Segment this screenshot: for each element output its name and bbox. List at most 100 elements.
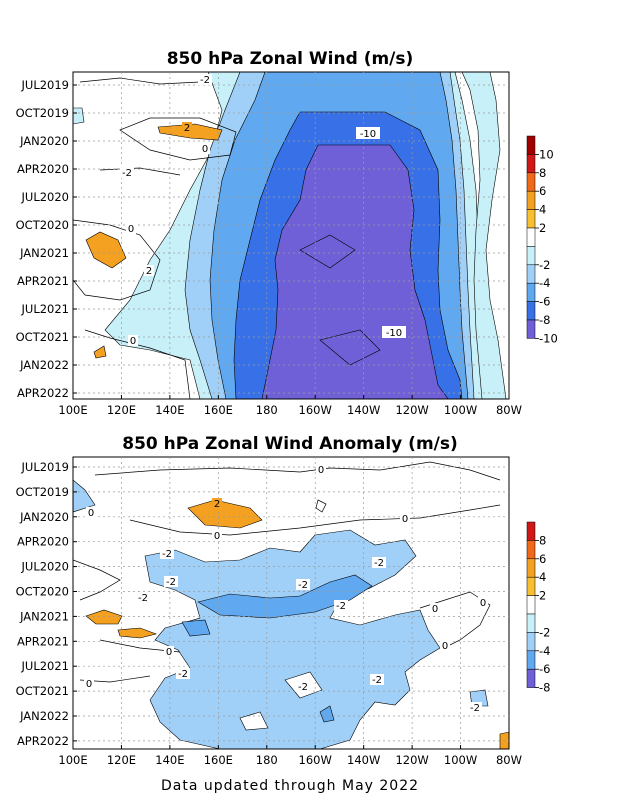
x-tick-label: 140W <box>347 753 380 767</box>
contour-label: -10 <box>386 328 402 339</box>
x-tick-label: 140W <box>347 403 380 417</box>
colorbar-swatch <box>526 209 536 229</box>
x-tick-label: 120E <box>107 753 136 767</box>
y-tick-label: JUL2021 <box>21 659 69 673</box>
contour-label: 0 <box>480 598 486 609</box>
contour-label: 0 <box>202 144 208 155</box>
contour-label: 0 <box>402 514 408 525</box>
colorbar-swatch <box>526 246 536 266</box>
y-tick-label: APR2020 <box>17 162 69 176</box>
y-tick-label: APR2022 <box>17 386 69 400</box>
y-tick-label: JUL2021 <box>21 302 69 316</box>
x-tick-label: 80W <box>496 753 522 767</box>
chart-title-1: 850 hPa Zonal Wind (m/s) <box>167 49 414 69</box>
x-tick-label: 80W <box>496 403 522 417</box>
y-tick-label: OCT2019 <box>16 485 69 499</box>
colorbar-label: -10 <box>539 331 558 345</box>
y-axis-2: JUL2019 OCT2019 JAN2020 APR2020 JUL2020 OCT20… <box>16 460 77 748</box>
y-tick-label: JAN2022 <box>19 358 69 372</box>
colorbar-swatch <box>526 521 536 541</box>
colorbar-label: -8 <box>539 313 550 327</box>
x-axis-2: 100E 120E 140E 160E 180 160W 140W 120W 100W 80W <box>58 745 522 767</box>
contour-label: -2 <box>178 669 188 680</box>
colorbar-swatch <box>526 190 536 210</box>
contour-label: -2 <box>372 675 382 686</box>
y-axis-1: JUL2019 OCT2019 JAN2020 APR2020 JUL2020 OCT20… <box>16 78 77 400</box>
colorbar-label: -6 <box>539 662 550 676</box>
y-tick-label: OCT2021 <box>16 684 69 698</box>
x-tick-label: 160W <box>299 753 332 767</box>
contour-label: -2 <box>122 168 132 179</box>
contour-label: 0 <box>128 224 134 235</box>
contour-label: 0 <box>318 465 324 476</box>
colorbar-2: 8 6 4 2 -2 -4 -6 -8 <box>526 521 550 695</box>
contour-label: -2 <box>162 549 172 560</box>
colorbar-label: 6 <box>539 552 546 566</box>
colorbar-label: 4 <box>539 570 546 584</box>
x-tick-label: 100E <box>58 403 87 417</box>
contour-label: 0 <box>214 531 220 542</box>
y-tick-label: JUL2019 <box>21 460 69 474</box>
colorbar-label: -2 <box>539 258 550 272</box>
colorbar-label: -4 <box>539 276 550 290</box>
colorbar-swatch <box>526 172 536 192</box>
contour-label: 0 <box>130 336 136 347</box>
contour-label: 0 <box>86 679 92 690</box>
contour-label: 2 <box>184 123 190 134</box>
colorbar-label: 8 <box>539 533 546 547</box>
colorbar-swatch <box>526 282 536 302</box>
colorbar-label: 10 <box>539 147 554 161</box>
y-tick-label: OCT2020 <box>16 218 69 232</box>
y-tick-label: OCT2021 <box>16 330 69 344</box>
colorbar-swatch <box>526 650 536 670</box>
colorbar-swatch <box>526 613 536 633</box>
x-tick-label: 120W <box>395 753 428 767</box>
colorbar-swatch <box>526 668 536 688</box>
x-tick-label: 120E <box>107 403 136 417</box>
y-tick-label: APR2021 <box>17 274 69 288</box>
contour-label: -2 <box>138 593 148 604</box>
colorbar-swatch <box>526 227 536 247</box>
x-tick-label: 180 <box>256 753 278 767</box>
x-tick-label: 120W <box>395 403 428 417</box>
colorbar-swatch <box>526 595 536 615</box>
x-tick-label: 160E <box>204 753 233 767</box>
colorbar-swatch <box>526 558 536 578</box>
contour-label: -2 <box>200 75 210 86</box>
contour-label: -2 <box>166 577 176 588</box>
colorbar-label: 2 <box>539 221 546 235</box>
colorbar-swatch <box>526 264 536 284</box>
footer-note: Data updated through May 2022 <box>161 778 419 794</box>
colorbar-1: 10 8 6 4 2 -2 -4 -6 -8 -10 <box>526 135 558 345</box>
y-tick-label: JAN2021 <box>19 246 69 260</box>
grid-2 <box>73 457 509 749</box>
contour-label: 2 <box>146 266 152 277</box>
x-tick-label: 100W <box>444 403 477 417</box>
contour-label: 0 <box>166 647 172 658</box>
colorbar-label: 2 <box>539 589 546 603</box>
y-tick-label: JAN2020 <box>19 134 69 148</box>
y-tick-label: JUL2019 <box>21 78 69 92</box>
contour-labels-2: 0 2 0 0 0 -2 -2 -2 -2 -2 0 0 0 -2 -2 -2 … <box>84 464 488 714</box>
colorbar-swatch <box>526 540 536 560</box>
contour-labels-1: -2 2 0 -10 -2 0 2 0 -10 <box>120 74 406 347</box>
contour-label: -2 <box>336 601 346 612</box>
contour-label: -10 <box>360 129 376 140</box>
x-tick-label: 140E <box>155 403 184 417</box>
colorbar-swatch <box>526 632 536 652</box>
colorbar-swatch <box>526 154 536 174</box>
x-tick-label: 100W <box>444 753 477 767</box>
x-axis-1: 100E 120E 140E 160E 180 160W 140W 120W 100W 80W <box>58 395 522 417</box>
x-tick-label: 160E <box>204 403 233 417</box>
colorbar-label: 8 <box>539 166 546 180</box>
colorbar-swatch <box>526 319 536 339</box>
y-tick-label: APR2021 <box>17 634 69 648</box>
colorbar-label: -4 <box>539 644 550 658</box>
colorbar-label: -8 <box>539 681 550 695</box>
y-tick-label: APR2020 <box>17 535 69 549</box>
y-tick-label: APR2022 <box>17 734 69 748</box>
colorbar-swatch <box>526 301 536 321</box>
y-tick-label: JAN2020 <box>19 510 69 524</box>
y-tick-label: JAN2021 <box>19 609 69 623</box>
